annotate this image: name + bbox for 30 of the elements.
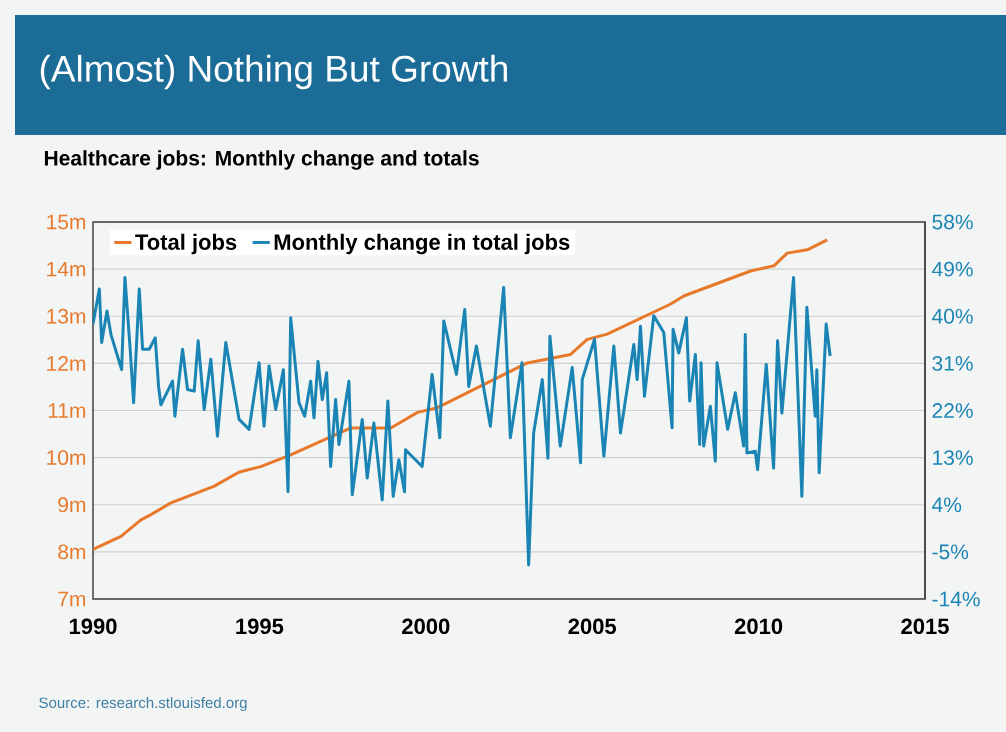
line-series	[93, 276, 832, 567]
y-tick-label: 12m	[47, 356, 86, 371]
chart-title: (Almost) Nothing But Growth	[40, 54, 507, 90]
y2-tick-label: 58%	[932, 214, 973, 230]
x-tick-label: 2005	[568, 618, 617, 635]
y2-tick-label: 40%	[932, 308, 973, 324]
y2-tick-label: -5%	[932, 544, 969, 560]
y-tick-label: 10m	[47, 450, 86, 466]
y2-tick-label: 4%	[932, 497, 962, 513]
y-tick-label: 9m	[58, 497, 86, 513]
y-tick-label: 7m	[58, 591, 86, 607]
x-tick-label: 1995	[236, 618, 284, 635]
y2-tick-label: 13%	[933, 450, 973, 466]
y2-tick-label: 22%	[932, 403, 973, 418]
legend-label: Total jobs	[135, 233, 237, 255]
y-tick-label: 8m	[58, 544, 86, 560]
x-tick-label: 1990	[69, 618, 117, 635]
source-note: Source: research.stlouisfed.org	[39, 697, 247, 711]
legend-label: Monthly change in total jobs	[274, 233, 570, 255]
y2-tick-label: -14%	[932, 591, 980, 607]
y-tick-label: 11m	[48, 403, 86, 418]
y2-tick-label: 49%	[932, 261, 973, 277]
y-tick-label: 14m	[47, 261, 86, 277]
y2-tick-label: 31%	[932, 355, 973, 371]
chart-subtitle: Healthcare jobs: Monthly change and totals	[44, 150, 479, 170]
x-tick-label: 2015	[901, 618, 949, 635]
y-tick-label: 15m	[47, 214, 86, 230]
x-tick-label: 2010	[734, 618, 783, 635]
y-tick-label: 13m	[47, 308, 86, 324]
x-tick-label: 2000	[402, 618, 450, 635]
